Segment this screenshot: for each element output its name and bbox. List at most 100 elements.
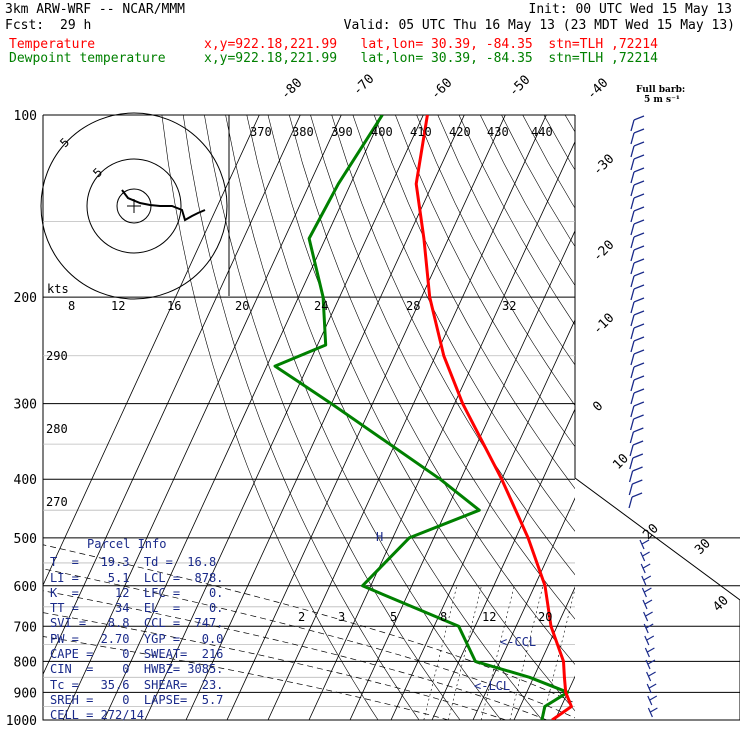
moist-adiabats xyxy=(43,544,575,720)
wind-barb-flag xyxy=(633,401,645,407)
mixing-ratio-line xyxy=(423,585,458,720)
parcel-info-row: LI = 5.1 LCL = 878. xyxy=(50,570,224,585)
wind-barb xyxy=(630,275,635,288)
theta-label: 290 xyxy=(46,349,68,363)
isotherm-label: 40 xyxy=(710,593,732,615)
wind-barb xyxy=(640,551,646,562)
wind-barb xyxy=(630,353,635,366)
temperature-profile-line xyxy=(414,115,573,720)
wind-barb xyxy=(643,623,649,634)
dry-adiabat-line xyxy=(225,115,502,720)
parcel-info-row: PW = 2.70 YGP = 0.0 xyxy=(50,631,224,646)
dry-adiabat-line xyxy=(246,115,543,720)
wind-barb-flag xyxy=(633,414,644,420)
wind-barb-flag xyxy=(633,258,645,264)
mixing-ratio-label: 8 xyxy=(68,299,75,313)
wind-barb-flag xyxy=(633,154,645,160)
mixing-ratio-label: 3 xyxy=(338,610,345,624)
dry-adiabat-line xyxy=(310,115,575,620)
dry-adiabat-line xyxy=(204,115,461,720)
mixing-ratio-line xyxy=(584,586,617,720)
isotherm-label: -40 xyxy=(584,76,611,103)
pressure-tick-label: 700 xyxy=(14,620,37,635)
isotherm-line xyxy=(596,115,740,720)
wind-barb xyxy=(628,470,634,483)
mixing-ratio-label: 16 xyxy=(167,299,181,313)
wind-barb-flag xyxy=(647,659,656,665)
mixing-ratio-label: 12 xyxy=(111,299,125,313)
hodograph-ring xyxy=(86,158,182,254)
dry-adiabats xyxy=(161,115,740,720)
wind-barb xyxy=(647,707,653,718)
isotherm-line xyxy=(513,586,575,720)
dewpoint-profile-line xyxy=(273,115,570,720)
isotherm-line xyxy=(43,115,260,587)
wind-barb xyxy=(641,587,647,598)
wind-barb xyxy=(629,444,634,457)
forecast-label: Fcst: xyxy=(5,18,45,33)
hodograph-ring-label: 5 xyxy=(90,165,105,180)
wind-barb-flag xyxy=(648,671,656,677)
theta-label: 380 xyxy=(292,125,314,139)
wind-barb-flag xyxy=(644,599,653,605)
wind-barb xyxy=(629,431,634,444)
isotherm-line xyxy=(637,115,740,720)
isotherm-label: -70 xyxy=(350,72,377,99)
parcel-info-row: CIN = 0 HWBZ= 3085. xyxy=(50,662,224,677)
hodograph-trace xyxy=(121,189,206,222)
isotherm-line xyxy=(390,319,575,720)
dry-adiabat-line xyxy=(182,115,420,720)
el-marker: H xyxy=(376,530,383,544)
dewpoint-location: x,y=922.18,221.99 lat,lon= 30.39, -84.35… xyxy=(204,51,658,66)
pressure-tick-label: 400 xyxy=(14,473,37,488)
pressure-tick-label: 100 xyxy=(14,109,37,124)
wind-barb xyxy=(630,210,635,223)
pressure-tick-label: 800 xyxy=(14,655,37,670)
isotherm-line xyxy=(226,115,506,720)
mixing-ratio-line xyxy=(448,585,482,720)
parcel-info-row: SREH = 0 LAPSE= 5.7 xyxy=(50,692,224,707)
moist-adiabat-line xyxy=(43,612,506,720)
wind-barb xyxy=(646,671,652,682)
wind-barb-flag xyxy=(642,563,651,569)
mixing-ratio-line xyxy=(509,585,544,720)
wind-barb-flag xyxy=(641,539,650,545)
wind-barb xyxy=(630,249,635,262)
wind-barb xyxy=(630,379,635,392)
isotherms xyxy=(43,115,740,720)
isotherm-line xyxy=(43,115,301,676)
dry-adiabat-line xyxy=(161,115,379,720)
wind-barb-flag xyxy=(646,635,655,641)
isotherm-line xyxy=(144,115,424,720)
parcel-info-row: T = 19.3 Td = 16.8 xyxy=(50,555,217,570)
moist-adiabat-line xyxy=(43,636,449,720)
wind-barb-flag xyxy=(642,551,650,557)
wind-barb xyxy=(630,236,635,249)
hodograph-units: kts xyxy=(47,282,69,296)
wind-barb-flag xyxy=(633,323,645,329)
plot-frame-right xyxy=(574,115,740,721)
wind-barb-flag xyxy=(647,647,655,653)
wind-barb-flag xyxy=(633,362,645,368)
wind-barb xyxy=(629,418,635,431)
mixing-ratio-label: 8 xyxy=(440,610,447,624)
hodograph-ring-label: 5 xyxy=(57,135,72,150)
wind-barb xyxy=(640,563,646,574)
isotherm-line xyxy=(472,497,575,720)
header: 3km ARW-WRF -- NCAR/MMM Init: 00 UTC Wed… xyxy=(0,0,740,70)
dry-adiabat-line xyxy=(458,115,575,326)
wind-barb-flag xyxy=(633,375,645,381)
isotherm-label: -10 xyxy=(590,311,617,338)
dry-adiabat-line xyxy=(586,115,740,720)
model-title: 3km ARW-WRF -- NCAR/MMM xyxy=(5,2,186,17)
theta-label: 440 xyxy=(531,125,553,139)
wind-barb xyxy=(630,366,635,379)
wind-barb xyxy=(630,314,635,327)
wind-barb xyxy=(630,223,635,236)
wind-barb-flag xyxy=(643,575,652,581)
barb-legend: Full barb: 5 m s⁻¹ xyxy=(636,85,685,105)
mixing-ratio-line xyxy=(480,585,515,720)
wind-barb xyxy=(630,132,635,145)
mixing-ratio-line xyxy=(542,587,575,720)
wind-barb xyxy=(630,262,635,275)
